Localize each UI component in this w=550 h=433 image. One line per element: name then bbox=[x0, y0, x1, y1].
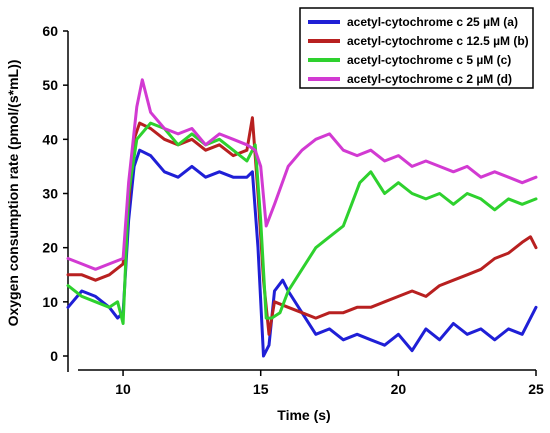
y-tick-label: 30 bbox=[42, 186, 58, 202]
legend-label: acetyl-cytochrome c 12.5 µM (b) bbox=[347, 34, 529, 48]
y-tick-label: 0 bbox=[50, 348, 58, 364]
series-line-a bbox=[66, 148, 538, 358]
y-tick-label: 40 bbox=[42, 131, 58, 147]
legend-label: acetyl-cytochrome c 2 µM (d) bbox=[347, 72, 512, 86]
legend-label: acetyl-cytochrome c 5 µM (c) bbox=[347, 53, 511, 67]
series-line-b bbox=[66, 116, 538, 336]
y-tick-label: 60 bbox=[42, 23, 58, 39]
x-tick-label: 15 bbox=[253, 381, 269, 397]
series-layer bbox=[66, 78, 538, 358]
y-tick-label: 20 bbox=[42, 240, 58, 256]
legend: acetyl-cytochrome c 25 µM (a) acetyl-cyto… bbox=[299, 7, 534, 89]
y-tick-label: 10 bbox=[42, 294, 58, 310]
x-axis-title: Time (s) bbox=[277, 407, 330, 423]
y-axis-title: Oxygen consumption rate (pmol/(s*mL)) bbox=[5, 60, 21, 327]
x-tick-label: 20 bbox=[391, 381, 407, 397]
x-tick-label: 25 bbox=[528, 381, 544, 397]
x-tick-label: 10 bbox=[115, 381, 131, 397]
series-line-d bbox=[66, 78, 538, 271]
y-tick-label: 50 bbox=[42, 77, 58, 93]
legend-label: acetyl-cytochrome c 25 µM (a) bbox=[347, 15, 518, 29]
axes: 0 10 20 30 40 50 60 10 15 20 25 bbox=[42, 23, 544, 397]
series-line-c bbox=[66, 121, 538, 325]
